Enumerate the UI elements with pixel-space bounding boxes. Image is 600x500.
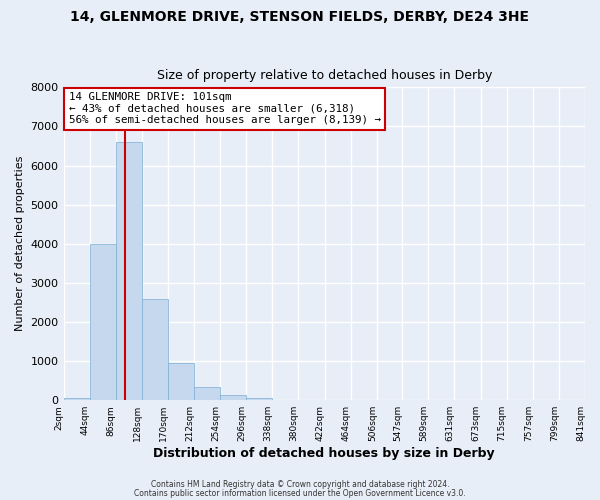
- Text: Contains public sector information licensed under the Open Government Licence v3: Contains public sector information licen…: [134, 488, 466, 498]
- Title: Size of property relative to detached houses in Derby: Size of property relative to detached ho…: [157, 69, 492, 82]
- Bar: [116, 142, 142, 400]
- Bar: [142, 298, 168, 400]
- Bar: [64, 398, 89, 400]
- Y-axis label: Number of detached properties: Number of detached properties: [15, 156, 25, 332]
- X-axis label: Distribution of detached houses by size in Derby: Distribution of detached houses by size …: [154, 447, 495, 460]
- Bar: [89, 244, 116, 400]
- Bar: [246, 398, 272, 400]
- Text: Contains HM Land Registry data © Crown copyright and database right 2024.: Contains HM Land Registry data © Crown c…: [151, 480, 449, 489]
- Bar: [220, 395, 246, 400]
- Text: 14, GLENMORE DRIVE, STENSON FIELDS, DERBY, DE24 3HE: 14, GLENMORE DRIVE, STENSON FIELDS, DERB…: [71, 10, 530, 24]
- Bar: [168, 362, 194, 400]
- Text: 14 GLENMORE DRIVE: 101sqm
← 43% of detached houses are smaller (6,318)
56% of se: 14 GLENMORE DRIVE: 101sqm ← 43% of detac…: [69, 92, 381, 125]
- Bar: [194, 388, 220, 400]
